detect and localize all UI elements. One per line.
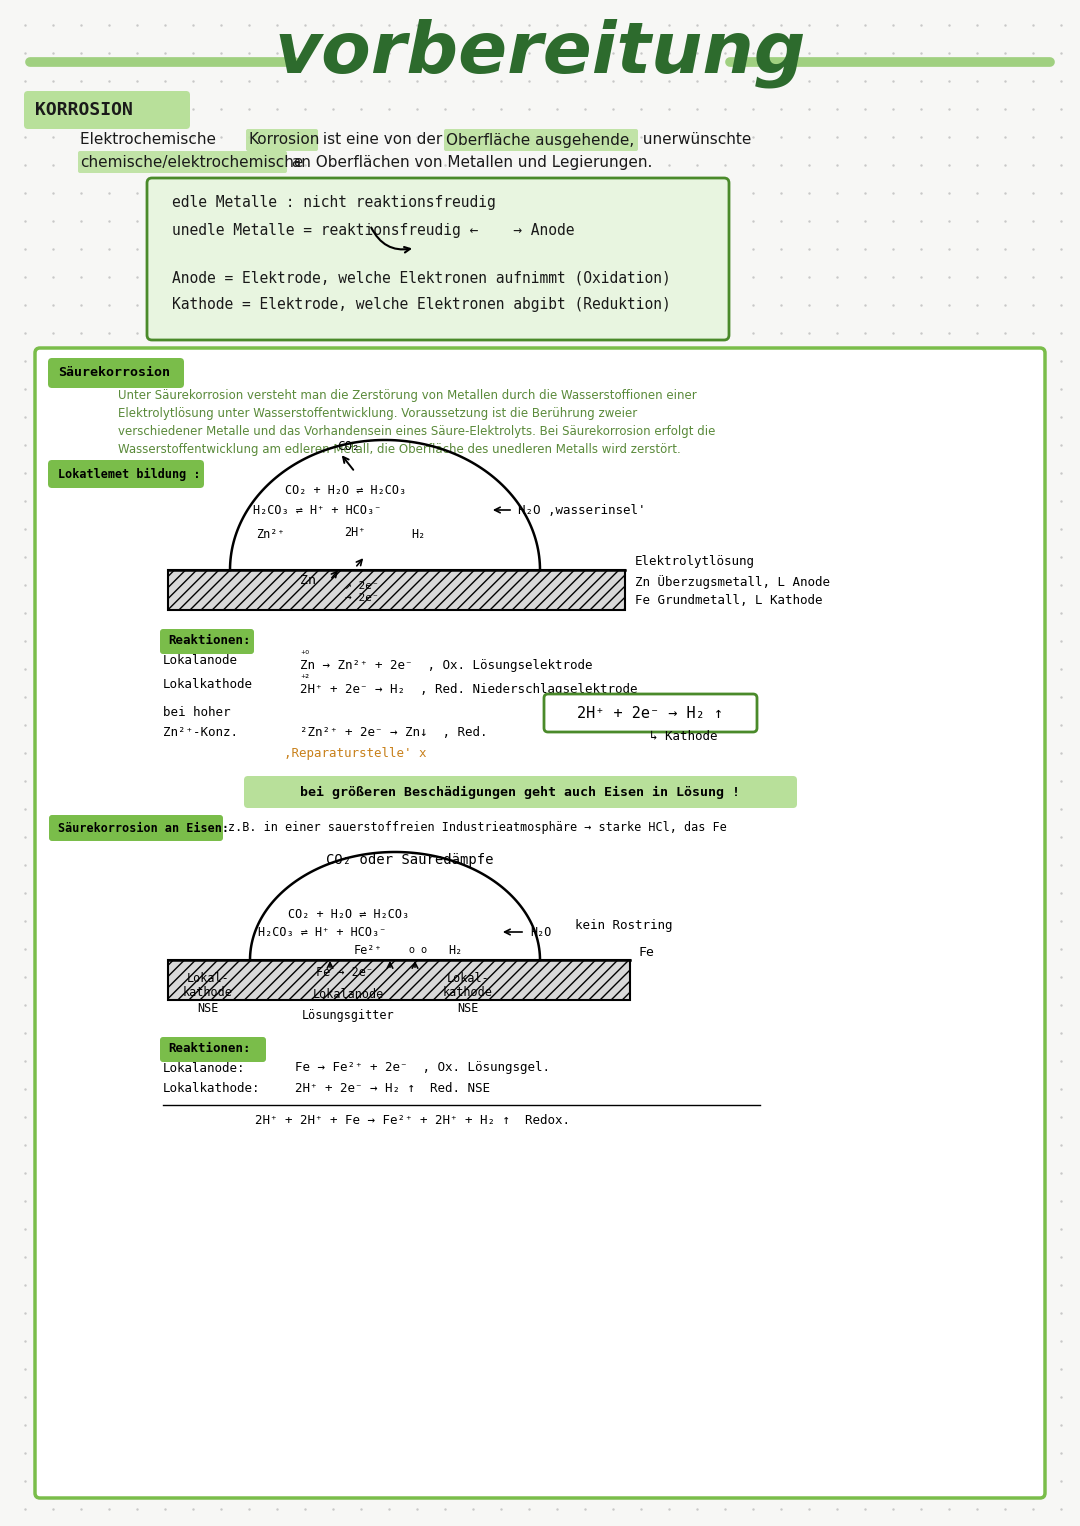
Bar [168, 960, 630, 1000]
Text: ⁺⁰: ⁺⁰ [300, 650, 309, 661]
Text: kathode: kathode [184, 986, 233, 998]
Text: NSE: NSE [457, 1001, 478, 1015]
Text: Fe → 2e⁻: Fe → 2e⁻ [316, 966, 374, 978]
FancyBboxPatch shape [48, 359, 184, 388]
Text: H₂CO₃ ⇌ H⁺ + HCO₃⁻: H₂CO₃ ⇌ H⁺ + HCO₃⁻ [253, 504, 381, 516]
Text: Reaktionen:: Reaktionen: [168, 635, 251, 647]
Text: chemische/elektrochemische: chemische/elektrochemische [80, 154, 303, 169]
Text: an Oberflächen von Metallen und Legierungen.: an Oberflächen von Metallen und Legierun… [287, 154, 652, 169]
Text: bei größeren Beschädigungen geht auch Eisen in Lösung !: bei größeren Beschädigungen geht auch Ei… [300, 786, 740, 798]
Text: edle Metalle : nicht reaktionsfreudig: edle Metalle : nicht reaktionsfreudig [172, 195, 496, 211]
Text: 2H⁺ + 2e⁻ → H₂ ↑: 2H⁺ + 2e⁻ → H₂ ↑ [577, 705, 723, 720]
Text: ist eine von der: ist eine von der [318, 133, 447, 148]
FancyBboxPatch shape [160, 629, 254, 655]
Text: Lokal-: Lokal- [187, 972, 229, 984]
Text: Kathode = Elektrode, welche Elektronen abgibt (Reduktion): Kathode = Elektrode, welche Elektronen a… [172, 298, 671, 313]
Text: Lösungsgitter: Lösungsgitter [301, 1009, 394, 1021]
FancyBboxPatch shape [78, 151, 287, 172]
Text: CO₂: CO₂ [337, 441, 360, 453]
Text: unedle Metalle = reaktionsfreudig ←    → Anode: unedle Metalle = reaktionsfreudig ← → An… [172, 223, 575, 238]
Text: ↗ 2e⁻: ↗ 2e⁻ [346, 581, 379, 591]
Text: CO₂ + H₂O ⇌ H₂CO₃: CO₂ + H₂O ⇌ H₂CO₃ [285, 484, 406, 496]
Text: Zn → Zn²⁺ + 2e⁻  , Ox. Lösungselektrode: Zn → Zn²⁺ + 2e⁻ , Ox. Lösungselektrode [300, 659, 593, 671]
Text: Zn²⁺-Konz.: Zn²⁺-Konz. [163, 725, 238, 739]
Text: KORROSION: KORROSION [35, 101, 133, 119]
Text: vorbereitung: vorbereitung [274, 18, 806, 87]
Text: ↳ Kathode: ↳ Kathode [650, 729, 717, 743]
FancyBboxPatch shape [24, 92, 190, 130]
Text: Reaktionen:: Reaktionen: [168, 1042, 251, 1056]
Text: 2H⁺ + 2e⁻ → H₂ ↑  Red. NSE: 2H⁺ + 2e⁻ → H₂ ↑ Red. NSE [295, 1082, 490, 1094]
Text: Zn Überzugsmetall, L Anode: Zn Überzugsmetall, L Anode [635, 575, 831, 589]
FancyBboxPatch shape [35, 348, 1045, 1499]
Text: kathode: kathode [443, 986, 492, 998]
Text: ⁺²: ⁺² [300, 674, 309, 684]
FancyBboxPatch shape [244, 777, 797, 807]
Text: Fe: Fe [638, 946, 654, 958]
Text: Oberfläche ausgehende,: Oberfläche ausgehende, [446, 133, 634, 148]
Text: Lokal-: Lokal- [447, 972, 489, 984]
FancyBboxPatch shape [49, 815, 222, 841]
FancyBboxPatch shape [48, 459, 204, 488]
Text: CO₂ + H₂O ⇌ H₂CO₃: CO₂ + H₂O ⇌ H₂CO₃ [288, 908, 409, 922]
Text: ,Reparaturstelle' x: ,Reparaturstelle' x [284, 748, 427, 760]
Text: H₂: H₂ [448, 943, 462, 957]
Text: Anode = Elektrode, welche Elektronen aufnimmt (Oxidation): Anode = Elektrode, welche Elektronen auf… [172, 270, 671, 285]
Text: Wasserstoffentwicklung am edleren Metall, die Oberfläche des unedleren Metalls w: Wasserstoffentwicklung am edleren Metall… [118, 444, 680, 456]
Text: 2H⁺: 2H⁺ [345, 525, 366, 539]
Text: ²Zn²⁺ + 2e⁻ → Zn↓  , Red.: ²Zn²⁺ + 2e⁻ → Zn↓ , Red. [300, 725, 487, 739]
Text: Lokalanode:: Lokalanode: [163, 1062, 245, 1074]
Text: → 2e⁻: → 2e⁻ [346, 594, 379, 603]
FancyBboxPatch shape [246, 130, 318, 151]
Text: H₂: H₂ [410, 528, 426, 542]
Text: Zn: Zn [300, 574, 316, 586]
Text: Fe²⁺: Fe²⁺ [354, 943, 382, 957]
Text: CO₂ oder Säuredämpfe: CO₂ oder Säuredämpfe [326, 853, 494, 867]
Text: Elektrochemische: Elektrochemische [80, 133, 221, 148]
Text: Elektrolytlösung unter Wasserstoffentwicklung. Voraussetzung ist die Berührung z: Elektrolytlösung unter Wasserstoffentwic… [118, 407, 637, 421]
Text: Lokalkathode:: Lokalkathode: [163, 1082, 260, 1094]
Text: H₂O: H₂O [530, 925, 552, 938]
FancyBboxPatch shape [160, 1038, 266, 1062]
Text: H₂O ,wasserinsel': H₂O ,wasserinsel' [518, 504, 646, 516]
Text: NSE: NSE [198, 1001, 218, 1015]
Text: Lokalkathode: Lokalkathode [163, 678, 253, 690]
Bar [168, 571, 625, 610]
Text: H₂CO₃ ⇌ H⁺ + HCO₃⁻: H₂CO₃ ⇌ H⁺ + HCO₃⁻ [258, 926, 387, 940]
Text: 2H⁺ + 2e⁻ → H₂  , Red. Niederschlagselektrode: 2H⁺ + 2e⁻ → H₂ , Red. Niederschlagselekt… [300, 682, 637, 696]
Text: Unter Säurekorrosion versteht man die Zerstörung von Metallen durch die Wasserst: Unter Säurekorrosion versteht man die Ze… [118, 389, 697, 403]
FancyBboxPatch shape [147, 179, 729, 340]
Text: 2H⁺ + 2H⁺ + Fe → Fe²⁺ + 2H⁺ + H₂ ↑  Redox.: 2H⁺ + 2H⁺ + Fe → Fe²⁺ + 2H⁺ + H₂ ↑ Redox… [255, 1114, 570, 1126]
Text: o  o: o o [409, 945, 427, 955]
Text: Fe → Fe²⁺ + 2e⁻  , Ox. Lösungsgel.: Fe → Fe²⁺ + 2e⁻ , Ox. Lösungsgel. [295, 1062, 550, 1074]
Text: Elektrolytlösung: Elektrolytlösung [635, 555, 755, 569]
Text: Lokalanode: Lokalanode [312, 989, 383, 1001]
Text: Lokalanode: Lokalanode [163, 653, 238, 667]
Text: verschiedener Metalle und das Vorhandensein eines Säure-Elektrolyts. Bei Säureko: verschiedener Metalle und das Vorhandens… [118, 426, 715, 438]
Text: z.B. in einer sauerstoffreien Industrieatmosphäre → starke HCl, das Fe: z.B. in einer sauerstoffreien Industriea… [228, 821, 727, 835]
Text: Säurekorrosion: Säurekorrosion [58, 366, 170, 380]
Text: Zn²⁺: Zn²⁺ [256, 528, 284, 542]
FancyBboxPatch shape [444, 130, 638, 151]
Text: kein Rostring: kein Rostring [575, 919, 673, 931]
Text: Korrosion: Korrosion [248, 133, 320, 148]
Text: Fe Grundmetall, L Kathode: Fe Grundmetall, L Kathode [635, 594, 823, 606]
Text: Lokatlemet bildung :: Lokatlemet bildung : [58, 467, 201, 481]
FancyBboxPatch shape [544, 694, 757, 732]
Text: unerwünschte: unerwünschte [638, 133, 752, 148]
Text: bei hoher: bei hoher [163, 705, 230, 719]
Text: Säurekorrosion an Eisen:: Säurekorrosion an Eisen: [58, 821, 229, 835]
